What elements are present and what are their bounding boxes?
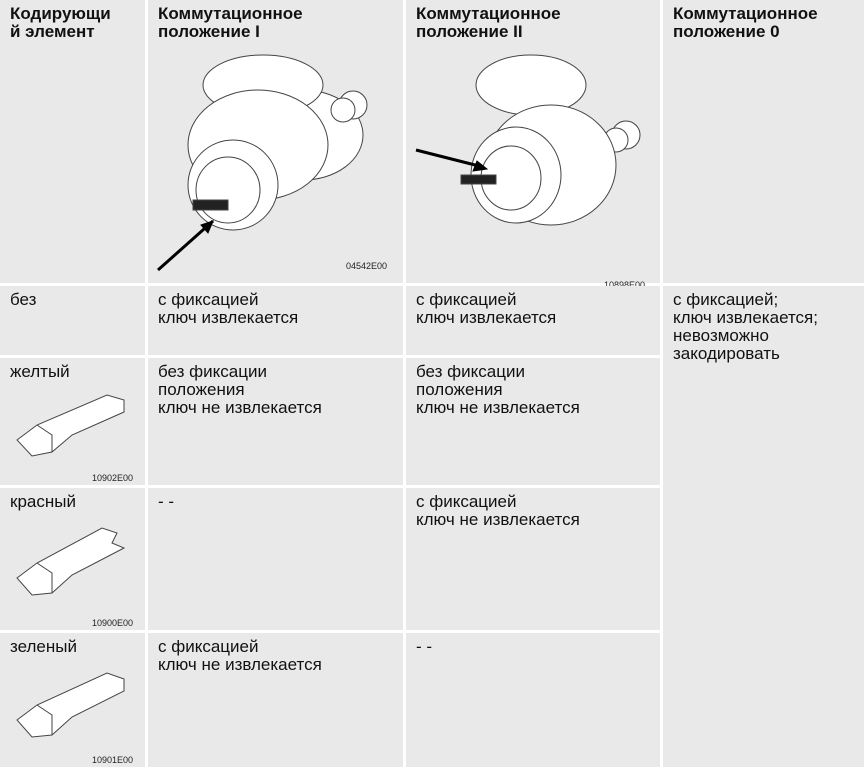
- cell-text: без фиксации положения ключ не извлекает…: [158, 362, 322, 417]
- header-cell: Коммутационное положение I 04542E00: [148, 0, 403, 283]
- cell: с фиксацией ключ извлекается: [148, 286, 403, 355]
- cell: - -: [406, 633, 660, 767]
- figure-code: 10898E00: [604, 280, 646, 290]
- cell-text: - -: [416, 637, 433, 656]
- figure-code: 10901E00: [92, 755, 134, 765]
- code-cell: желтый 10902E00: [0, 358, 145, 485]
- header-cell: Коммутационное положение II 10898E00: [406, 0, 660, 290]
- figure-code: 10902E00: [92, 473, 134, 483]
- cell-text: - -: [158, 492, 175, 511]
- code-cell: красный 10900E00: [0, 488, 145, 630]
- cell: - -: [148, 488, 403, 630]
- cell: без фиксации положения ключ не извлекает…: [406, 358, 660, 485]
- cell: без фиксации положения ключ не извлекает…: [148, 358, 403, 485]
- key-tab-drawing: [16, 672, 125, 738]
- code-cell: без: [0, 286, 145, 355]
- code-text: желтый: [10, 362, 70, 381]
- figure-code: 10900E00: [92, 618, 134, 628]
- cell-text: с фиксацией ключ извлекается: [416, 290, 557, 327]
- cell: с фиксацией ключ не извлекается: [406, 488, 660, 630]
- header-cell: Коммутационное положение 0: [663, 0, 864, 283]
- header-text: Коммутационное положение 0: [673, 4, 818, 41]
- key-tab-drawing: [16, 394, 125, 457]
- header-text: Кодирующи й элемент: [10, 4, 111, 41]
- switch-drawing: [157, 54, 368, 272]
- code-text: без: [10, 290, 37, 309]
- cell-text: с фиксацией; ключ извлекается; невозможн…: [673, 290, 818, 363]
- cell: с фиксацией ключ не извлекается: [148, 633, 403, 767]
- code-text: красный: [10, 492, 76, 511]
- key-tab-drawing: [16, 527, 126, 596]
- header-cell: Кодирующи й элемент: [0, 0, 145, 283]
- code-cell: зеленый 10901E00: [0, 633, 145, 767]
- merged-cell: с фиксацией; ключ извлекается; невозможн…: [663, 286, 864, 767]
- header-text: Коммутационное положение I: [158, 4, 303, 41]
- cell-text: без фиксации положения ключ не извлекает…: [416, 362, 580, 417]
- cell-text: с фиксацией ключ извлекается: [158, 290, 299, 327]
- header-text: Коммутационное положение II: [416, 4, 561, 41]
- switch-drawing: [415, 54, 641, 226]
- cell: с фиксацией ключ извлекается: [406, 286, 660, 355]
- cell-text: с фиксацией ключ не извлекается: [416, 492, 580, 529]
- cell-text: с фиксацией ключ не извлекается: [158, 637, 322, 674]
- figure-code: 04542E00: [346, 261, 388, 271]
- code-text: зеленый: [10, 637, 77, 656]
